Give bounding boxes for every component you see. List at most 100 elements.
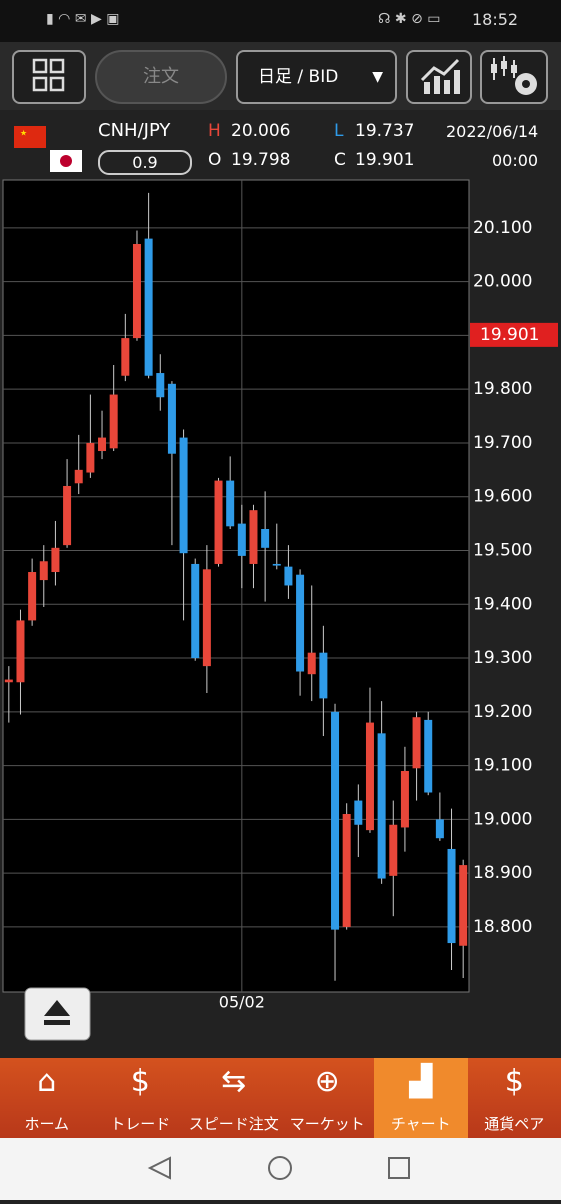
candle-body — [133, 244, 141, 338]
quote-panel: ★ CNH/JPY 0.9 H 20.006 L 19.737 O 19.798… — [0, 110, 561, 178]
nav-label: チャート — [374, 1113, 468, 1134]
candle-body — [331, 712, 339, 930]
timeframe-select[interactable]: 日足 / BID▼ — [236, 50, 397, 104]
candle-body — [5, 680, 13, 683]
low-label: L — [334, 121, 343, 141]
candle-body — [284, 567, 292, 586]
candle-body — [366, 723, 374, 831]
candle-body — [249, 510, 257, 564]
candle-body — [238, 524, 246, 556]
candle-body — [296, 575, 304, 672]
last-price-label: 19.901 — [480, 325, 539, 345]
nav-label: トレード — [94, 1113, 188, 1134]
candle-body — [16, 620, 24, 682]
candle-body — [378, 733, 386, 878]
x-tick-label: 05/02 — [219, 993, 265, 1012]
candle-body — [424, 720, 432, 793]
low-value: 19.737 — [355, 121, 414, 141]
nav-tab[interactable]: ⊕ マーケット — [281, 1058, 375, 1138]
open-value: 19.798 — [231, 150, 290, 170]
dropdown-arrow: ▼ — [372, 52, 383, 102]
candle-body — [389, 825, 397, 876]
candle-body — [191, 564, 199, 658]
status-bar: ▮ ◠ ✉ ▶ ▣ ☊ ✱ ⊘ ▭ 18:52 — [0, 0, 561, 42]
candle-body — [203, 569, 211, 666]
candle-body — [98, 438, 106, 451]
y-tick-label: 18.900 — [473, 863, 532, 883]
nav-icon: $ — [94, 1064, 188, 1099]
candle-body — [63, 486, 71, 545]
nav-label: ホーム — [0, 1113, 94, 1134]
nav-icon: ⇆ — [187, 1064, 281, 1099]
nav-label: マーケット — [281, 1113, 375, 1134]
candle-body — [413, 717, 421, 768]
candle-body — [459, 865, 467, 946]
flags: ★ — [14, 124, 86, 178]
y-tick-label: 20.100 — [473, 218, 532, 238]
svg-text:★: ★ — [20, 129, 27, 138]
system-nav-icons — [0, 1138, 561, 1200]
candle-body — [145, 239, 153, 376]
nav-icon: $ — [468, 1064, 561, 1099]
candle-body — [343, 814, 351, 927]
candle-body — [121, 338, 129, 376]
y-tick-label: 19.700 — [473, 433, 532, 453]
candle-body — [273, 564, 281, 566]
pair: CNH/JPY — [98, 120, 170, 141]
status-icons-right: ☊ ✱ ⊘ ▭ — [378, 11, 440, 27]
candle-body — [75, 470, 83, 483]
date: 2022/06/14 — [446, 122, 538, 141]
order-button[interactable]: 注文 — [95, 50, 227, 104]
grid-icon — [14, 52, 84, 102]
status-icons: ▮ ◠ ✉ ▶ ▣ — [46, 11, 119, 27]
y-tick-label: 19.600 — [473, 487, 532, 507]
candle-body — [226, 481, 234, 527]
nav-tab[interactable]: $ トレード — [94, 1058, 188, 1138]
nav-tab[interactable]: ▟ チャート — [374, 1058, 468, 1138]
plot-area — [3, 180, 469, 992]
nav-icon: ⌂ — [0, 1064, 94, 1099]
y-tick-label: 19.000 — [473, 809, 532, 829]
indicator-button[interactable] — [406, 50, 472, 104]
close-value: 19.901 — [355, 150, 414, 170]
toolbar: 注文 日足 / BID▼ — [0, 42, 561, 110]
nav-icon: ⊕ — [281, 1064, 375, 1099]
candle-body — [86, 443, 94, 473]
candle-body — [168, 384, 176, 454]
y-tick-label: 19.200 — [473, 702, 532, 722]
clock: 18:52 — [472, 10, 518, 29]
nav-tab[interactable]: ⌂ ホーム — [0, 1058, 94, 1138]
nav-tab[interactable]: ⇆ スピード注文 — [187, 1058, 281, 1138]
candle-body — [40, 561, 48, 580]
y-tick-label: 19.500 — [473, 541, 532, 561]
candle-body — [110, 395, 118, 449]
settings-icon — [482, 52, 546, 102]
eject-bar — [44, 1020, 70, 1025]
candle-body — [308, 653, 316, 675]
candle-body — [156, 373, 164, 397]
candle-body — [401, 771, 409, 827]
settings-button[interactable] — [480, 50, 548, 104]
candle-body — [319, 653, 327, 699]
y-tick-label: 20.000 — [473, 272, 532, 292]
chart: 18.80018.90019.00019.10019.20019.30019.4… — [0, 178, 561, 1058]
open-label: O — [208, 150, 221, 170]
time: 00:00 — [492, 151, 538, 170]
nav-icon: ▟ — [374, 1064, 468, 1099]
menu-button[interactable] — [12, 50, 86, 104]
y-tick-label: 19.100 — [473, 756, 532, 776]
spread: 0.9 — [98, 150, 192, 175]
high-value: 20.006 — [231, 121, 290, 141]
eject-button[interactable] — [25, 988, 90, 1040]
candle-body — [261, 529, 269, 548]
y-tick-label: 19.300 — [473, 648, 532, 668]
candle-body — [180, 438, 188, 554]
nav-label: スピード注文 — [187, 1113, 281, 1134]
nav-tab[interactable]: $ 通貨ペア — [468, 1058, 561, 1138]
candle-body — [448, 849, 456, 943]
nav-label: 通貨ペア — [468, 1113, 561, 1134]
candle-body — [28, 572, 36, 620]
candle-body — [51, 548, 59, 572]
candle-body — [436, 819, 444, 838]
